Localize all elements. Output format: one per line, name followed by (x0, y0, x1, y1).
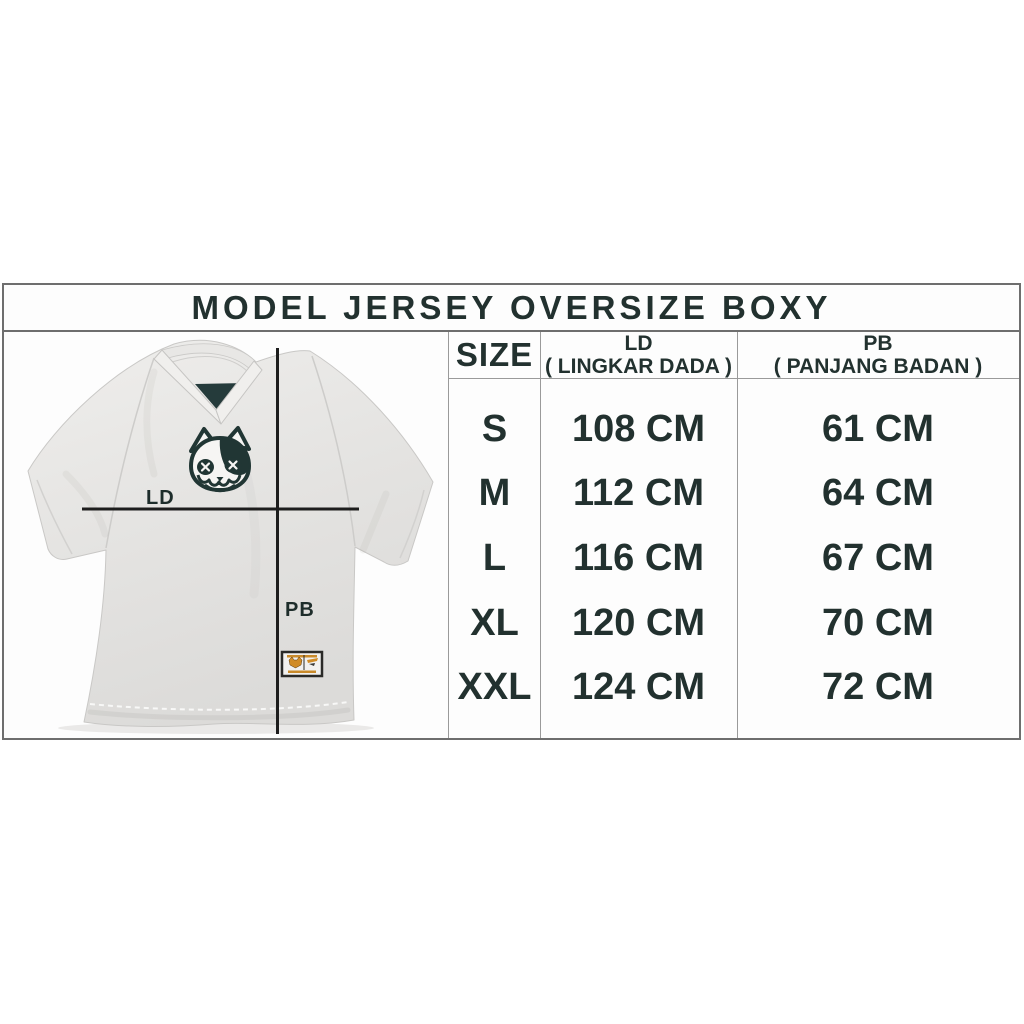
shirt-panel: LD PB (4, 332, 448, 736)
size-cell: L (482, 536, 507, 579)
shirt-illustration (27, 339, 434, 734)
ld-cell: 108 CM (571, 407, 706, 450)
table-row: S 108 CM 61 CM (449, 397, 1019, 462)
size-cell: XL (470, 601, 519, 644)
table-body: S 108 CM 61 CM M 112 CM 64 CM L 116 CM 6… (449, 379, 1019, 738)
pb-cell: 61 CM (822, 407, 934, 450)
size-cell: XXL (457, 666, 532, 709)
size-table: SIZE LD ( LINGKAR DADA ) PB ( PANJANG BA… (448, 332, 1019, 738)
brand-patch (280, 650, 324, 678)
column-header-ld: LD ( LINGKAR DADA ) (540, 331, 737, 378)
table-row: M 112 CM 64 CM (449, 462, 1019, 527)
ld-cell: 124 CM (571, 666, 706, 709)
column-header-ld-full: ( LINGKAR DADA ) (544, 354, 733, 378)
pb-cell: 70 CM (822, 601, 934, 644)
column-divider (737, 332, 738, 738)
pb-cell: 67 CM (822, 536, 934, 579)
fox-icon (288, 656, 303, 669)
collar (153, 343, 263, 425)
table-row: XXL 124 CM 72 CM (449, 655, 1019, 720)
column-header-pb-full: ( PANJANG BADAN ) (773, 354, 983, 378)
column-header-pb: PB ( PANJANG BADAN ) (737, 331, 1019, 378)
hem-stitching (89, 701, 349, 711)
column-divider (540, 332, 541, 738)
pb-cell: 72 CM (822, 666, 934, 709)
title-box: MODEL JERSEY OVERSIZE BOXY (2, 283, 1021, 332)
page-title: MODEL JERSEY OVERSIZE BOXY (191, 288, 832, 326)
content-box: LD PB SIZE LD ( LINGKAR DADA ) PB ( PANJ… (2, 332, 1021, 740)
size-cell: M (478, 472, 511, 515)
ld-cell: 112 CM (573, 472, 704, 515)
column-header-size: SIZE (455, 336, 534, 373)
size-cell: S (481, 407, 508, 450)
pb-cell: 64 CM (822, 472, 934, 515)
cat-skull-graphic (188, 426, 252, 493)
ld-cell: 116 CM (573, 536, 704, 579)
table-row: L 116 CM 67 CM (449, 526, 1019, 591)
column-header-pb-abbr: PB (863, 331, 893, 355)
ld-line-label: LD (146, 487, 175, 509)
column-header-ld-abbr: LD (624, 331, 653, 355)
pb-line-label: PB (285, 599, 315, 621)
shirt-body (27, 339, 434, 727)
ld-cell: 120 CM (571, 601, 706, 644)
table-row: XL 120 CM 70 CM (449, 591, 1019, 656)
table-header-row: SIZE LD ( LINGKAR DADA ) PB ( PANJANG BA… (449, 332, 1019, 379)
